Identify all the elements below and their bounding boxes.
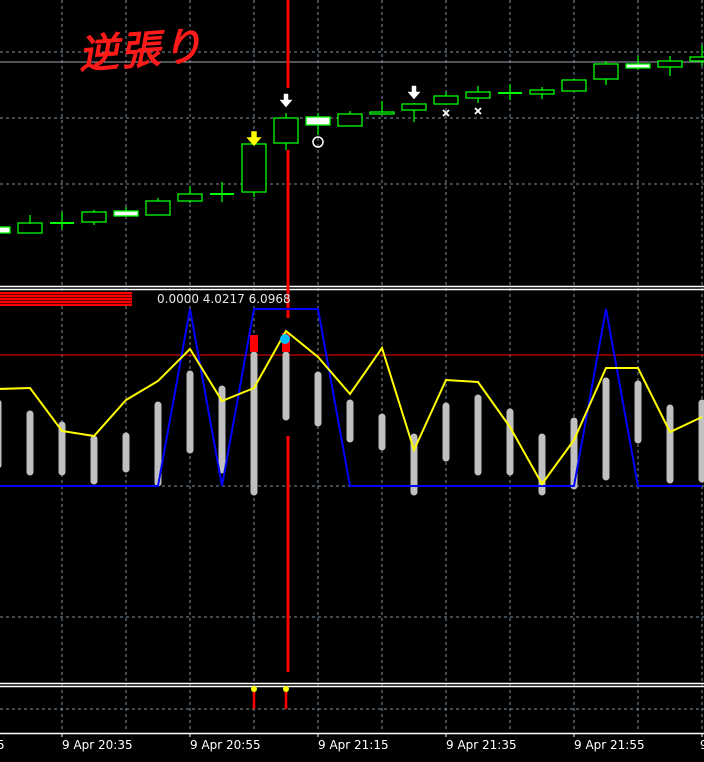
annotation-text: 逆張り (76, 22, 206, 79)
candle-bull (241, 143, 267, 193)
time-label: 9 Apr 20:35 (62, 738, 133, 752)
candle-bull (689, 56, 704, 62)
down-arrow-icon (246, 131, 262, 147)
time-label: 9 (700, 738, 704, 752)
time-label: 5 (0, 738, 5, 752)
candle-bull (433, 95, 459, 105)
time-label: 9 Apr 21:55 (574, 738, 645, 752)
signal-dot (251, 686, 257, 692)
candle-bull (273, 117, 299, 144)
histogram-red-cap (250, 335, 258, 352)
candle-bull (593, 63, 619, 80)
candle-bull (529, 89, 555, 95)
candle-bull (401, 103, 427, 111)
candle-bear (0, 226, 11, 234)
candle-bull (177, 193, 203, 202)
time-label: 9 Apr 21:35 (446, 738, 517, 752)
indicator-name-redacted (0, 292, 132, 306)
cross-marker-icon (442, 109, 450, 117)
candle-bear (625, 63, 651, 69)
cross-marker-icon (474, 107, 482, 115)
circle-marker-icon (312, 136, 324, 148)
candle-bull (369, 111, 395, 115)
candle-bear (305, 116, 331, 126)
signal-line (0, 329, 703, 486)
signal-dot (283, 686, 289, 692)
time-label: 9 Apr 21:15 (318, 738, 389, 752)
down-arrow-icon (279, 93, 293, 108)
state-line (0, 308, 702, 487)
candle-bull (145, 200, 171, 216)
candle-bear (113, 210, 139, 217)
cyan-dot-marker (280, 334, 290, 344)
down-arrow-icon (407, 85, 421, 100)
candle-bull (465, 91, 491, 99)
candle-bull (657, 60, 683, 68)
indicator-values: 0.0000 4.0217 6.0968 (157, 292, 291, 306)
candle-bull (17, 222, 43, 234)
candle-bull (561, 79, 587, 92)
candle-bull (337, 113, 363, 127)
candle-bull (81, 211, 107, 223)
time-label: 9 Apr 20:55 (190, 738, 261, 752)
